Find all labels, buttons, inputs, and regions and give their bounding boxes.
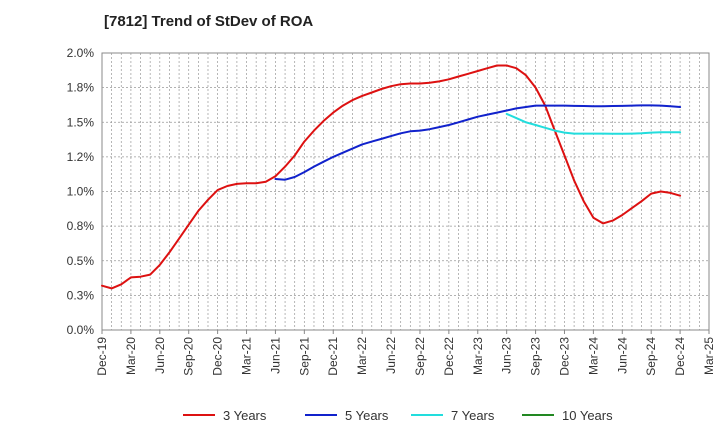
y-tick-label: 0.5%	[67, 254, 95, 268]
x-tick-label: Mar-22	[355, 337, 369, 375]
x-tick-label: Dec-23	[557, 337, 571, 376]
y-tick-label: 2.0%	[67, 46, 95, 60]
y-tick-label: 0.8%	[67, 219, 95, 233]
x-tick-label: Dec-21	[326, 337, 340, 376]
x-tick-label: Jun-24	[615, 337, 629, 374]
x-tick-label: Sep-20	[182, 337, 196, 376]
x-tick-label: Jun-23	[500, 337, 514, 374]
y-tick-label: 0.0%	[67, 323, 95, 337]
plot-area	[101, 52, 710, 331]
series-line-3-years	[101, 64, 682, 290]
y-tick-label: 1.8%	[67, 81, 95, 95]
x-tick-label: Sep-22	[413, 337, 427, 376]
y-tick-label: 1.2%	[67, 150, 95, 164]
legend-label-10-years: 10 Years	[562, 408, 613, 423]
y-tick-label: 0.3%	[67, 288, 95, 302]
chart-title: [7812] Trend of StDev of ROA	[104, 13, 314, 30]
x-tick-label: Jun-21	[268, 337, 282, 374]
x-tick-label: Dec-20	[211, 337, 225, 376]
legend-label-3-years: 3 Years	[223, 408, 267, 423]
x-tick-label: Sep-24	[644, 337, 658, 376]
legend-label-7-years: 7 Years	[451, 408, 495, 423]
x-tick-label: Sep-23	[529, 337, 543, 376]
x-tick-label: Mar-20	[124, 337, 138, 375]
x-tick-label: Dec-19	[95, 337, 109, 376]
x-tick-label: Jun-20	[153, 337, 167, 374]
x-tick-label: Mar-23	[471, 337, 485, 375]
x-tick-label: Mar-21	[240, 337, 254, 375]
series-line-5-years	[274, 104, 682, 181]
x-tick-label: Sep-21	[297, 337, 311, 376]
y-tick-label: 1.0%	[67, 185, 95, 199]
x-tick-label: Mar-24	[586, 337, 600, 375]
x-tick-label: Dec-22	[442, 337, 456, 376]
x-tick-label: Dec-24	[673, 337, 687, 376]
series-line-7-years	[505, 112, 682, 135]
legend-label-5-years: 5 Years	[345, 408, 389, 423]
y-tick-label: 1.5%	[67, 115, 95, 129]
x-tick-label: Jun-22	[384, 337, 398, 374]
x-tick-label: Mar-25	[702, 337, 716, 375]
